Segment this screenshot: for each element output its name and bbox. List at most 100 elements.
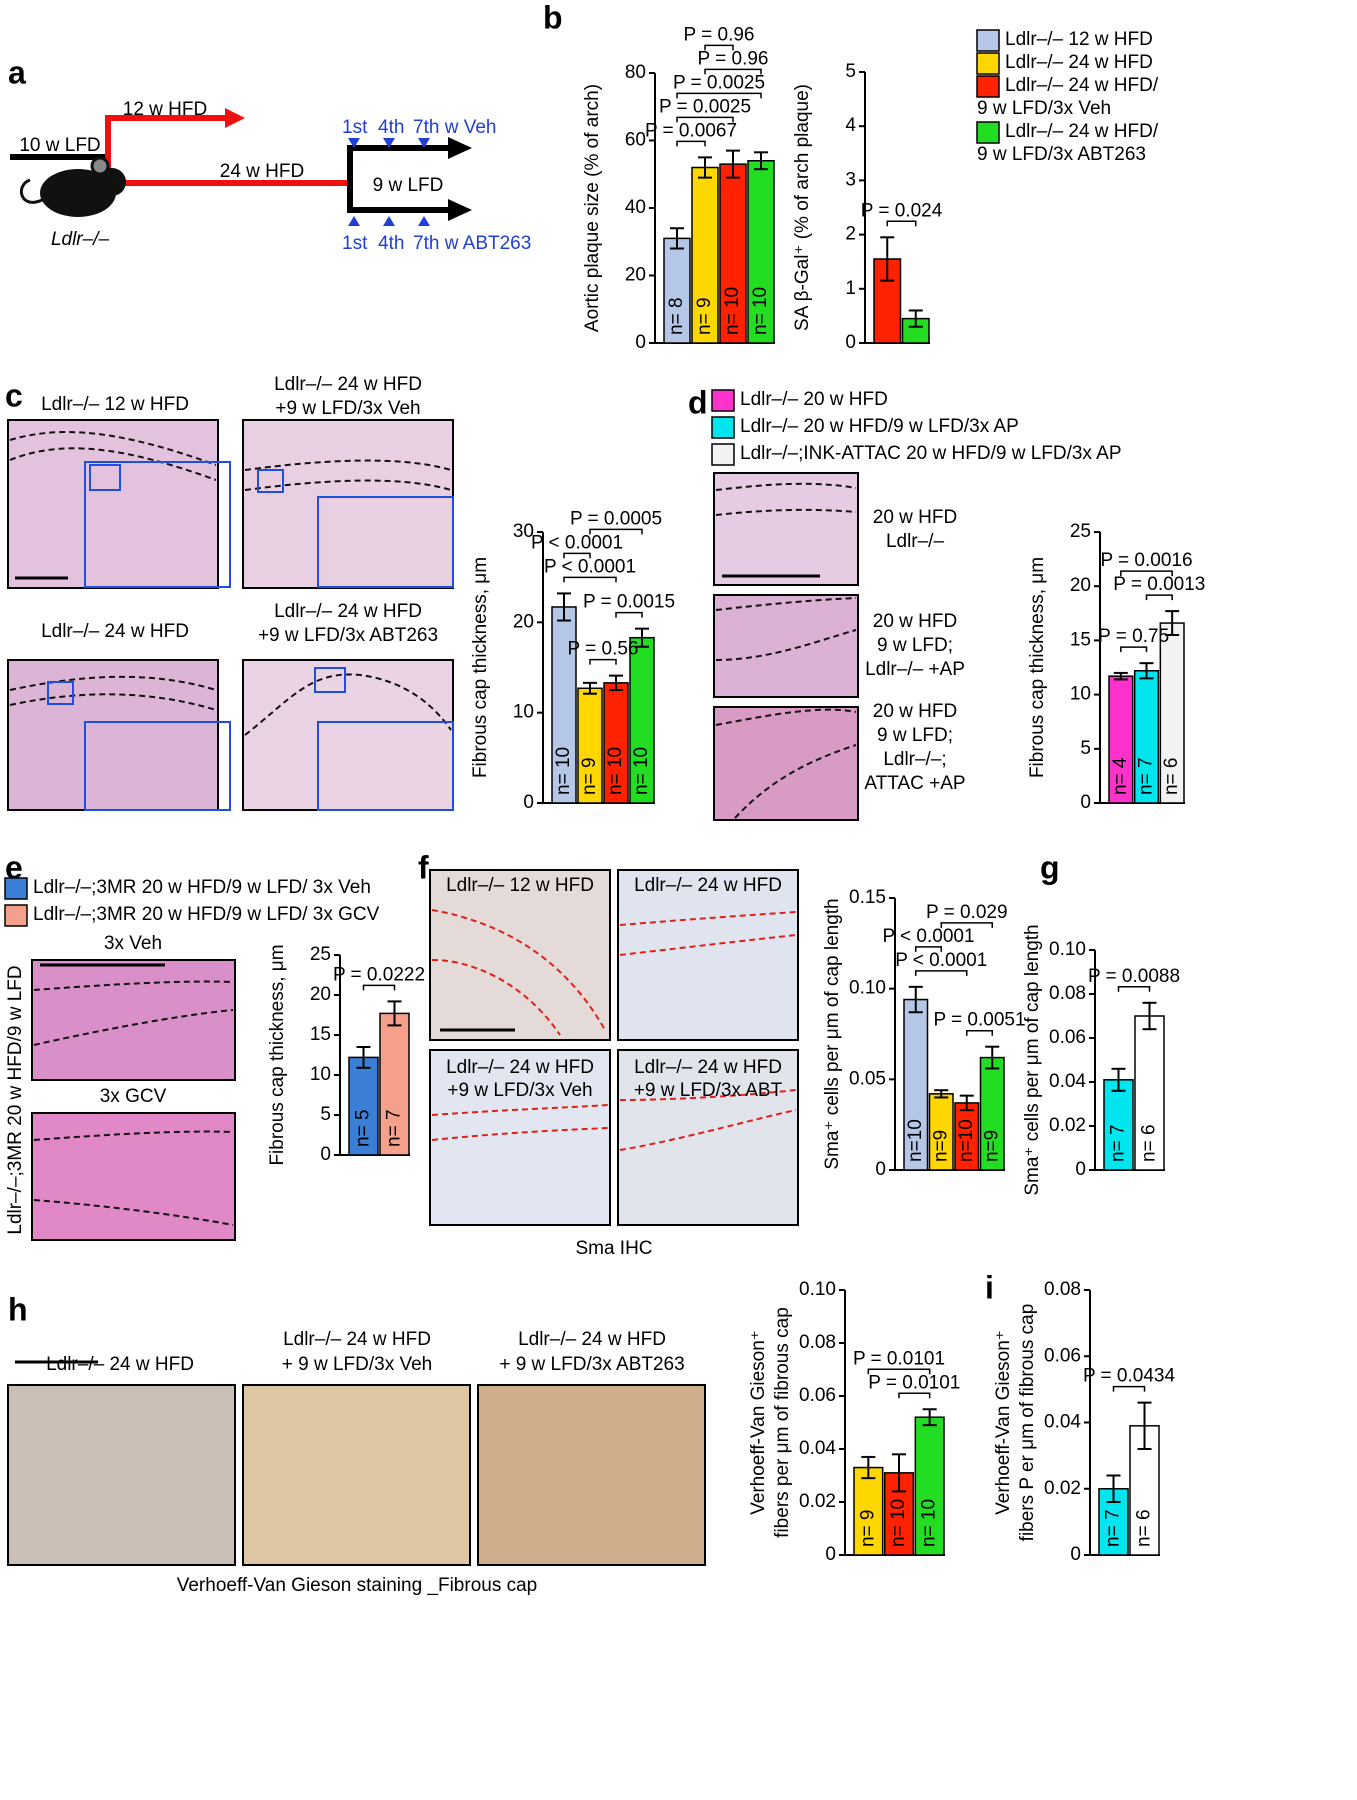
y-tick-label: 0.08: [799, 1332, 836, 1353]
panel-letter: h: [8, 1291, 28, 1327]
p-value: P = 0.0101: [853, 1348, 945, 1369]
n-label: n= 6: [1161, 757, 1182, 795]
significance-bracket: [589, 658, 617, 665]
y-tick-label: 1: [845, 278, 856, 299]
y-tick-label: 30: [513, 521, 534, 542]
n-label: n= 7: [1103, 1509, 1124, 1547]
n-label: n=9: [930, 1130, 951, 1162]
y-tick-label: 0.10: [1049, 939, 1086, 960]
panel-letter: d: [688, 384, 708, 420]
legend-swatch: [711, 389, 735, 412]
y-tick-label: 0.15: [849, 887, 886, 908]
y-tick-label: 0.06: [1049, 1027, 1086, 1048]
bar: [747, 160, 775, 344]
p-value: P = 0.0015: [583, 592, 675, 613]
legend-label: Ldlr–/–;INK-ATTAC 20 w HFD/9 w LFD/3x AP: [740, 443, 1122, 464]
significance-bracket: [1120, 646, 1148, 653]
y-tick-label: 10: [513, 702, 534, 723]
significance-bracket: [966, 1029, 993, 1036]
dose: 1st: [342, 233, 368, 254]
n-label: n= 9: [694, 297, 715, 335]
significance-bracket: [676, 116, 734, 123]
image-label: Ldlr–/– 24 w HFD: [41, 621, 189, 642]
significance-bracket: [898, 1392, 931, 1399]
significance-bracket: [940, 922, 993, 928]
significance-bracket: [563, 576, 617, 583]
image-label: 3x GCV: [100, 1086, 167, 1107]
y-tick-label: 0.04: [799, 1438, 836, 1459]
image-label: Ldlr–/– 24 w HFD: [274, 374, 422, 395]
image-label: Ldlr–/– 24 w HFD: [46, 1354, 194, 1375]
panel-letter: i: [985, 1269, 994, 1305]
dose: 4th: [378, 233, 404, 254]
p-value: P < 0.0001: [531, 532, 623, 553]
p-value: P = 0.024: [861, 200, 943, 221]
y-tick-label: 0.02: [1044, 1478, 1081, 1499]
image-label: 9 w LFD;: [877, 635, 953, 656]
y-axis-label: Fibrous cap thickness, μm: [267, 944, 288, 1165]
p-value: P = 0.75: [1098, 626, 1169, 647]
y-tick-label: 15: [310, 1024, 331, 1045]
image: [242, 659, 454, 811]
y-tick-label: 0: [523, 792, 534, 813]
y-tick-label: 20: [1070, 575, 1091, 596]
image-label: Ldlr–/– 24 w HFD: [634, 1057, 782, 1078]
p-value: P = 0.0025: [659, 96, 751, 117]
n-label: n=9: [981, 1130, 1002, 1162]
image: [7, 659, 219, 811]
y-tick-label: 40: [625, 197, 646, 218]
mouse-icon: [20, 156, 126, 217]
image-label: +9 w LFD/3x Veh: [447, 1080, 592, 1101]
significance-bracket: [563, 552, 591, 559]
n-label: n= 9: [579, 757, 600, 795]
significance-bracket: [704, 68, 762, 75]
significance-bracket: [676, 92, 762, 99]
legend-label: Ldlr–/–;3MR 20 w HFD/9 w LFD/ 3x GCV: [33, 904, 380, 925]
significance-bracket: [915, 970, 968, 976]
image-label: Ldlr–/–;3MR 20 w HFD/9 w LFD: [5, 965, 26, 1234]
image-label: 20 w HFD: [873, 507, 957, 528]
dose: 1st: [342, 117, 368, 138]
y-tick-label: 0.04: [1044, 1412, 1081, 1433]
legend-label: 9 w LFD/3x ABT263: [977, 144, 1146, 165]
p-value: P < 0.0001: [895, 950, 987, 971]
image-label: 3x Veh: [104, 933, 162, 954]
label: 24 w HFD: [220, 161, 304, 182]
legend-label: 9 w LFD/3x Veh: [977, 98, 1111, 119]
y-tick-label: 20: [513, 611, 534, 632]
y-tick-label: 5: [320, 1104, 331, 1125]
y-tick-label: 0.08: [1049, 983, 1086, 1004]
n-label: n= 10: [888, 1499, 909, 1547]
y-tick-label: 5: [845, 61, 856, 82]
legend-label: Ldlr–/–;3MR 20 w HFD/9 w LFD/ 3x Veh: [33, 877, 371, 898]
p-value: P = 0.0013: [1113, 574, 1205, 595]
y-tick-label: 15: [1070, 629, 1091, 650]
y-axis-label: Fibrous cap thickness, μm: [1027, 557, 1048, 778]
n-label: n= 7: [1136, 757, 1157, 795]
n-label: n= 10: [750, 287, 771, 335]
y-tick-label: 3: [845, 169, 856, 190]
hfd-short: [105, 115, 225, 157]
y-tick-label: 0: [875, 1159, 886, 1180]
y-tick-label: 0: [845, 332, 856, 353]
image-label: 9 w LFD;: [877, 725, 953, 746]
p-value: P = 0.96: [698, 48, 769, 69]
n-label: n= 8: [666, 297, 687, 335]
p-value: P = 0.0222: [333, 964, 425, 985]
n-label: n= 10: [631, 747, 652, 795]
caption: Verhoeff-Van Gieson staining _Fibrous ca…: [177, 1575, 538, 1596]
dose: 7th w ABT263: [413, 233, 531, 254]
image-label: Ldlr–/– 24 w HFD: [283, 1329, 431, 1350]
n-label: n= 7: [1108, 1124, 1129, 1162]
image-label: 20 w HFD: [873, 701, 957, 722]
p-value: P = 0.029: [926, 902, 1008, 923]
label: 10 w LFD: [19, 135, 100, 156]
panel-letter: b: [543, 0, 563, 35]
image: [242, 419, 454, 589]
bar: [691, 166, 719, 344]
legend-swatch: [976, 52, 1000, 75]
significance-bracket: [704, 44, 734, 51]
label: Ldlr–/–: [51, 229, 110, 250]
y-tick-label: 25: [310, 944, 331, 965]
